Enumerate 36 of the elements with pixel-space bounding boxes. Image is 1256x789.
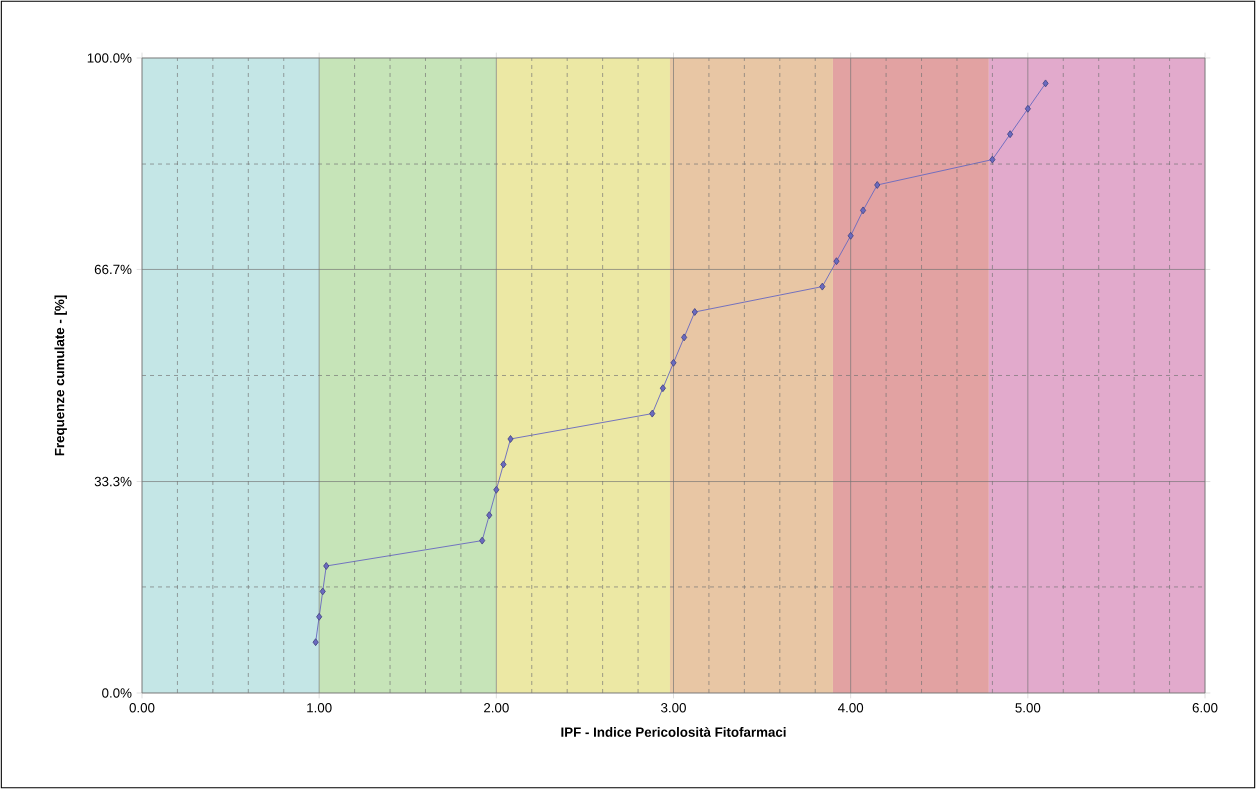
point [649,409,656,418]
point [670,358,677,367]
point [1042,79,1049,88]
point [1007,130,1014,139]
point [316,612,323,621]
y-tick-label: 0.0% [102,688,132,698]
point [319,587,326,596]
point [681,333,688,342]
point [860,206,867,215]
point [486,511,493,520]
y-tick-label: 100.0% [87,53,132,63]
point [312,638,319,647]
x-axis-title: IPF - Indice Pericolosità Fitofarmaci [561,726,786,737]
point [833,257,840,266]
point [659,384,666,393]
x-tick-label: 5.00 [1015,703,1041,713]
point [500,460,507,469]
y-tick-label: 33.3% [94,476,132,487]
x-tick-label: 1.00 [307,703,332,713]
point [874,181,881,189]
point [847,231,854,240]
x-tick-label: 4.00 [838,703,864,713]
x-tick-label: 3.00 [661,703,686,713]
point [479,536,486,545]
x-tick-label: 6.00 [1192,703,1218,713]
x-tick-label: 2.00 [484,703,509,713]
point [493,485,500,494]
point [819,282,826,291]
point [989,155,996,164]
point [507,435,514,443]
point [691,308,698,316]
point [323,562,330,570]
y-axis-title: Frequenze cumulate - [%] [54,295,67,456]
x-tick-label: 0.00 [129,703,155,713]
y-tick-label: 66.7% [94,264,132,275]
point [1024,104,1031,113]
